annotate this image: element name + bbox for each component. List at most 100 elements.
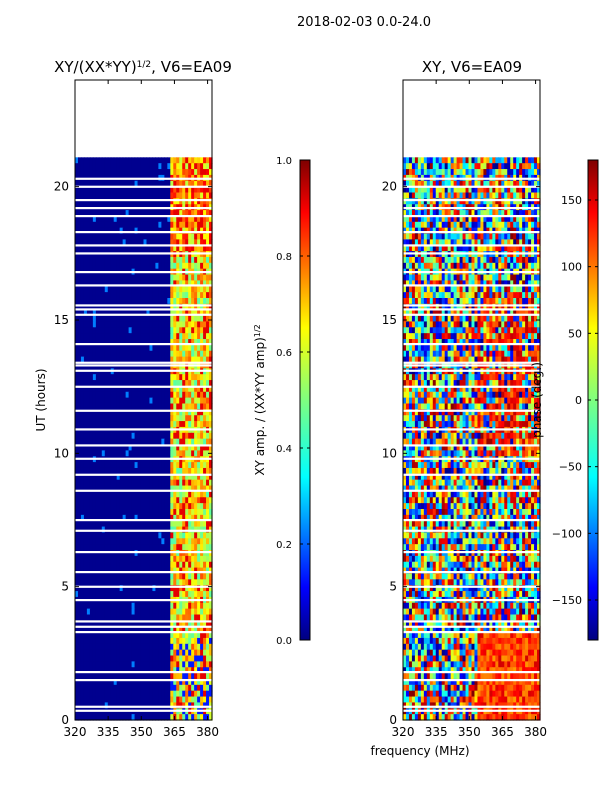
heatmap-cell <box>146 520 151 528</box>
heatmap-cell <box>176 509 180 516</box>
heatmap-cell <box>116 256 121 264</box>
heatmap-cell <box>176 520 180 528</box>
heatmap-cell <box>140 421 145 428</box>
heatmap-cell <box>161 673 165 680</box>
heatmap-cell <box>140 520 145 528</box>
heatmap-cell <box>143 210 148 217</box>
heatmap-cell <box>167 579 171 586</box>
heatmap-cell <box>471 186 476 194</box>
heatmap-cell <box>83 690 88 698</box>
heatmap-cell <box>191 409 195 416</box>
heatmap-cell <box>89 262 94 270</box>
heatmap-cell <box>167 309 171 317</box>
heatmap-cell <box>116 245 121 252</box>
heatmap-cell <box>200 356 204 364</box>
heatmap-cell <box>80 561 85 569</box>
heatmap-cell <box>179 491 183 498</box>
heatmap-cell <box>77 702 82 709</box>
heatmap-cell <box>75 286 79 293</box>
heatmap-cell <box>185 198 189 205</box>
heatmap-cell <box>182 579 186 586</box>
heatmap-cell <box>146 432 151 440</box>
heatmap-cell <box>89 561 94 569</box>
heatmap-cell <box>158 649 162 657</box>
heatmap-cell <box>140 280 145 287</box>
heatmap-cell <box>134 655 139 662</box>
heatmap-cell <box>125 544 130 551</box>
heatmap-cell <box>182 274 186 282</box>
heatmap-cell <box>122 409 127 416</box>
data-gap-line <box>75 284 212 287</box>
heatmap-cell <box>75 198 79 205</box>
heatmap-cell <box>492 180 496 188</box>
heatmap-cell <box>206 186 210 194</box>
heatmap-cell <box>161 339 165 346</box>
heatmap-cell <box>188 485 192 493</box>
heatmap-cell <box>92 643 97 651</box>
heatmap-cell <box>486 186 490 194</box>
heatmap-cell <box>191 391 195 399</box>
heatmap-cell <box>140 661 145 668</box>
heatmap-cell <box>143 579 148 586</box>
heatmap-cell <box>173 450 177 457</box>
heatmap-cell <box>161 614 165 621</box>
heatmap-cell <box>155 573 159 580</box>
heatmap-cell <box>125 239 130 246</box>
heatmap-cell <box>98 409 103 416</box>
heatmap-cell <box>209 520 213 528</box>
heatmap-cell <box>107 514 112 522</box>
heatmap-cell <box>113 380 118 387</box>
heatmap-cell <box>143 450 148 457</box>
heatmap-cell <box>411 210 416 217</box>
heatmap-cell <box>182 421 186 428</box>
heatmap-cell <box>134 391 139 399</box>
heatmap-cell <box>179 374 183 381</box>
heatmap-cell <box>137 292 142 299</box>
heatmap-cell <box>197 614 201 621</box>
heatmap-cell <box>104 163 109 170</box>
heatmap-cell <box>197 163 201 170</box>
data-gap-line <box>75 571 212 574</box>
heatmap-cell <box>200 479 204 487</box>
heatmap-cell <box>441 163 446 170</box>
heatmap-cell <box>104 620 109 627</box>
heatmap-cell <box>191 491 195 498</box>
heatmap-cell <box>155 333 159 340</box>
heatmap-cell <box>200 397 204 405</box>
heatmap-cell <box>203 632 207 639</box>
heatmap-cell <box>414 215 419 223</box>
heatmap-cell <box>498 210 502 217</box>
heatmap-cell <box>197 485 201 493</box>
heatmap-cell <box>420 198 425 205</box>
heatmap-cell <box>104 702 109 709</box>
heatmap-cell <box>414 157 419 164</box>
heatmap-cell <box>98 561 103 569</box>
heatmap-cell <box>119 432 124 440</box>
heatmap-cell <box>75 344 79 352</box>
heatmap-cell <box>417 186 422 194</box>
heatmap-cell <box>122 327 127 334</box>
heatmap-cell <box>128 462 133 469</box>
heatmap-cell <box>125 215 130 223</box>
heatmap-cell <box>420 157 425 164</box>
heatmap-cell <box>75 321 79 328</box>
heatmap-cell <box>164 309 168 317</box>
heatmap-cell <box>113 415 118 422</box>
heatmap-cell <box>101 473 106 481</box>
heatmap-cell <box>101 333 106 340</box>
data-gap-line <box>75 631 212 634</box>
heatmap-cell <box>155 385 159 393</box>
heatmap-cell <box>161 585 165 592</box>
heatmap-cell <box>203 538 207 545</box>
heatmap-cell <box>534 180 538 188</box>
heatmap-cell <box>149 561 154 569</box>
heatmap-cell <box>411 215 416 223</box>
heatmap-cell <box>194 421 198 428</box>
heatmap-cell <box>75 655 79 662</box>
heatmap-cell <box>411 192 416 199</box>
heatmap-cell <box>143 532 148 539</box>
heatmap-cell <box>495 210 499 217</box>
heatmap-cell <box>98 462 103 469</box>
heatmap-cell <box>116 514 121 522</box>
heatmap-cell <box>194 620 198 627</box>
